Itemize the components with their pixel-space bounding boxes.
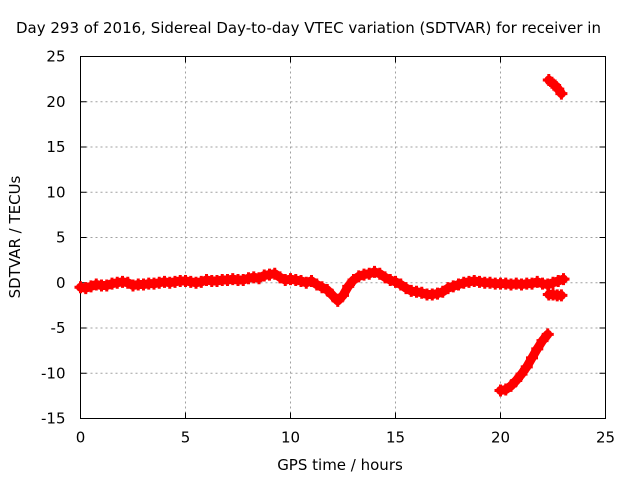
x-tick-label: 10 bbox=[281, 429, 300, 447]
data-series-1 bbox=[542, 288, 568, 302]
data-series-2 bbox=[494, 328, 554, 397]
x-tick-label: 20 bbox=[491, 429, 510, 447]
y-tick-label: 25 bbox=[46, 48, 65, 66]
y-tick-label: -10 bbox=[41, 364, 66, 382]
plot-frame bbox=[80, 56, 606, 419]
y-tick-label: 10 bbox=[46, 183, 65, 201]
x-tick-label: 5 bbox=[181, 429, 191, 447]
data-series-0 bbox=[74, 265, 570, 307]
chart-title: Day 293 of 2016, Sidereal Day-to-day VTE… bbox=[16, 19, 601, 37]
y-tick-label: 15 bbox=[46, 138, 65, 156]
y-axis-label: SDTVAR / TECUs bbox=[6, 175, 24, 298]
x-tick-label: 15 bbox=[386, 429, 405, 447]
data-band bbox=[76, 267, 568, 306]
data-band bbox=[544, 75, 566, 99]
y-tick-label: 5 bbox=[56, 229, 66, 247]
data-series-3 bbox=[542, 74, 568, 100]
x-tick-label: 25 bbox=[596, 429, 615, 447]
x-axis-label: GPS time / hours bbox=[277, 456, 403, 474]
x-axis-ticks: 0 5 10 15 20 25 bbox=[76, 56, 615, 447]
y-tick-label: -5 bbox=[51, 319, 66, 337]
y-tick-label: -15 bbox=[41, 410, 66, 428]
x-tick-label: 0 bbox=[76, 429, 86, 447]
y-axis-ticks: -15 -10 -5 0 5 10 15 20 25 bbox=[41, 48, 606, 428]
y-tick-label: 0 bbox=[56, 274, 66, 292]
y-tick-label: 20 bbox=[46, 93, 65, 111]
data-band bbox=[544, 290, 566, 300]
data-series bbox=[74, 74, 570, 397]
data-band bbox=[496, 329, 553, 395]
grid bbox=[80, 56, 606, 419]
